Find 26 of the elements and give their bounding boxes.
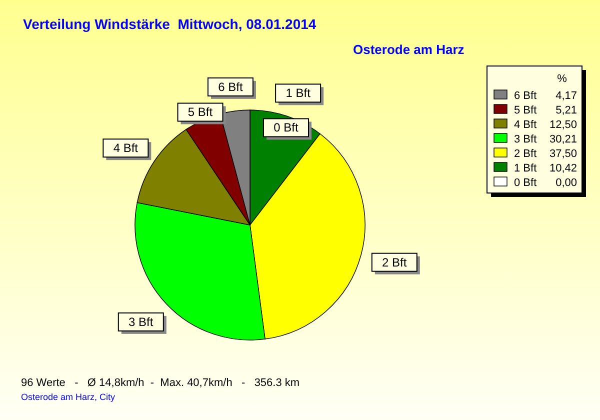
category-label: 0 Bft [274, 120, 298, 135]
legend-label: 6 Bft [514, 90, 537, 102]
slice-label: 4 Bft [113, 141, 139, 156]
slice-label: 3 Bft [128, 314, 154, 329]
data-label: 30,21 [549, 134, 577, 146]
data-label: 4,17 [556, 90, 577, 102]
data-label: 10,42 [549, 162, 577, 174]
slice-label: 5 Bft [188, 105, 214, 120]
slice-label: 1 Bft [286, 86, 312, 100]
text: 0,00 [556, 177, 577, 189]
text: Osterode am Harz, City [21, 392, 116, 402]
legend-title: % [557, 73, 568, 85]
chart-title: Verteilung Windstärke Mittwoch, 08.01.2014 [23, 16, 316, 32]
legend-label: 5 Bft [514, 104, 537, 116]
legend-label: 2 Bft [514, 148, 537, 160]
legend-label: 1 Bft [514, 162, 537, 174]
data-label: 37,50 [549, 148, 577, 160]
slice-label: 6 Bft [218, 80, 244, 94]
data-label: 5,21 [556, 104, 577, 116]
data-label: 12,50 [549, 119, 577, 131]
text: 96 Werte - Ø 14,8km/h - Max. 40,7km/h - 356.3 km [21, 377, 300, 389]
slice-label: 2 Bft [382, 255, 408, 270]
chart-subtitle: Osterode am Harz [353, 42, 465, 57]
legend-label: 3 Bft [514, 134, 537, 146]
legend-label: 4 Bft [514, 119, 537, 131]
legend-label: 0 Bft [514, 177, 537, 189]
